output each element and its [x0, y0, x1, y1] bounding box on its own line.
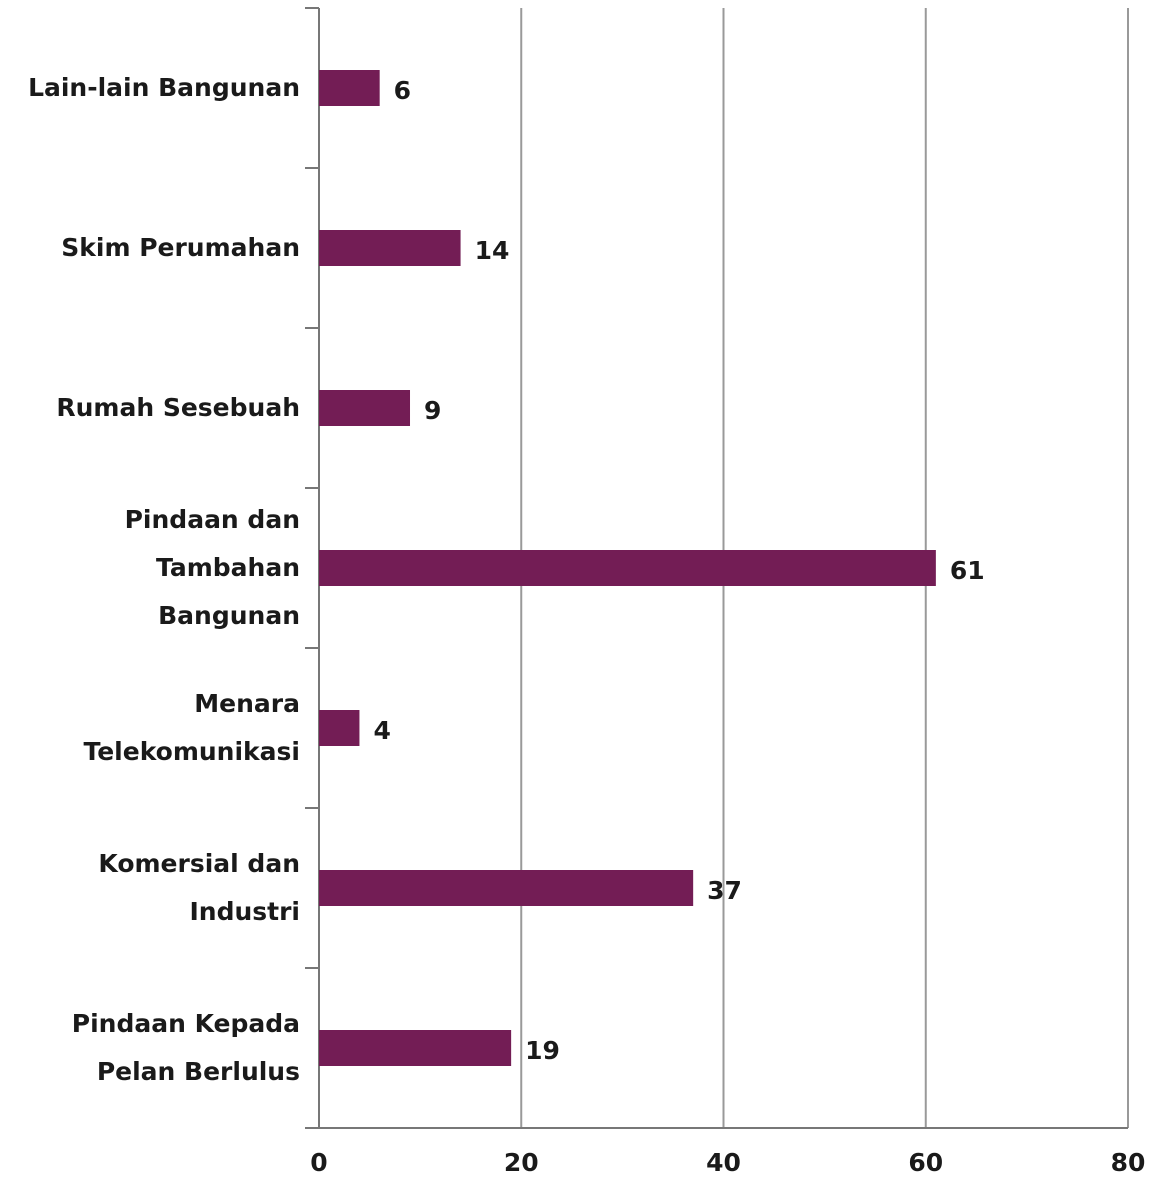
bar [319, 870, 694, 906]
bar [319, 70, 380, 106]
data-label: 14 [475, 236, 510, 265]
y-tick-label: Rumah Sesebuah [56, 393, 300, 422]
bar [319, 550, 936, 586]
data-label: 61 [950, 556, 985, 585]
y-tick-label: Pindaan Kepada Pelan Berlulus [71, 1009, 300, 1086]
data-label: 6 [394, 76, 411, 105]
y-tick-label: Pindaan dan Tambahan Bangunan [124, 505, 300, 630]
x-tick-label: 40 [706, 1148, 741, 1177]
x-tick-label: 80 [1111, 1148, 1146, 1177]
data-label: 37 [707, 876, 742, 905]
y-tick-label: Lain-lain Bangunan [28, 73, 300, 102]
x-tick-label: 60 [908, 1148, 943, 1177]
bar [319, 1030, 512, 1066]
data-label: 19 [525, 1036, 560, 1065]
data-label: 4 [373, 716, 390, 745]
y-tick-label: Komersial dan Industri [98, 849, 300, 926]
x-tick-label: 0 [310, 1148, 327, 1177]
bar [319, 710, 360, 746]
bar [319, 230, 461, 266]
y-tick-label: Menara Telekomunikasi [83, 689, 300, 766]
bar [319, 390, 411, 426]
y-tick-label: Skim Perumahan [61, 233, 300, 262]
x-tick-label: 20 [504, 1148, 539, 1177]
data-label: 9 [424, 396, 441, 425]
